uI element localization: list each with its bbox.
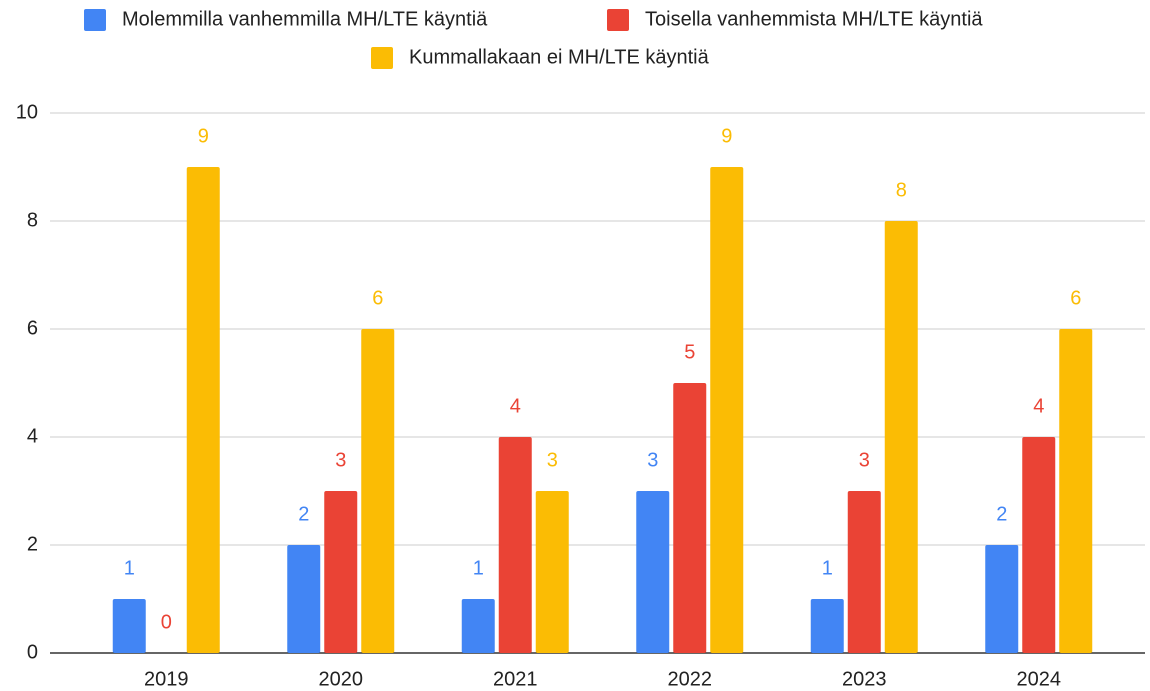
bar [985, 545, 1019, 653]
value-label: 6 [1070, 287, 1081, 309]
bar [112, 599, 146, 653]
x-tick-label: 2024 [1017, 668, 1062, 690]
x-tick-label: 2020 [319, 668, 364, 690]
value-label: 9 [198, 125, 209, 147]
legend-swatch [371, 47, 393, 69]
x-tick-label: 2021 [493, 668, 538, 690]
bar [498, 437, 532, 653]
value-label: 4 [510, 395, 521, 417]
x-tick-label: 2022 [668, 668, 713, 690]
x-tick-label: 2019 [144, 668, 189, 690]
bar [710, 167, 744, 653]
bar [1059, 329, 1093, 653]
value-label: 3 [547, 449, 558, 471]
bar [361, 329, 395, 653]
value-label: 6 [372, 287, 383, 309]
bar [324, 491, 358, 653]
bar [1022, 437, 1056, 653]
bar [461, 599, 495, 653]
y-tick-label: 4 [27, 425, 38, 447]
value-label: 4 [1033, 395, 1044, 417]
y-tick-label: 2 [27, 533, 38, 555]
y-tick-label: 10 [16, 101, 38, 123]
y-tick-label: 6 [27, 317, 38, 339]
value-label: 2 [298, 503, 309, 525]
bar [673, 383, 707, 653]
value-label: 1 [124, 557, 135, 579]
value-label: 9 [721, 125, 732, 147]
legend-label: Molemmilla vanhemmilla MH/LTE käyntiä [122, 8, 488, 30]
value-label: 1 [473, 557, 484, 579]
value-label: 2 [996, 503, 1007, 525]
legend-swatch [607, 9, 629, 31]
value-label: 1 [822, 557, 833, 579]
bar [535, 491, 569, 653]
x-tick-label: 2023 [842, 668, 887, 690]
value-label: 3 [859, 449, 870, 471]
y-tick-label: 8 [27, 209, 38, 231]
bar [847, 491, 881, 653]
y-tick-label: 0 [27, 641, 38, 663]
legend-swatch [84, 9, 106, 31]
bar [636, 491, 670, 653]
bar [186, 167, 220, 653]
value-label: 3 [335, 449, 346, 471]
value-label: 5 [684, 341, 695, 363]
legend-label: Kummallakaan ei MH/LTE käyntiä [409, 46, 710, 68]
value-label: 3 [647, 449, 658, 471]
bar [287, 545, 321, 653]
bar [884, 221, 918, 653]
value-label: 0 [161, 611, 172, 633]
legend-label: Toisella vanhemmista MH/LTE käyntiä [645, 8, 983, 30]
value-label: 8 [896, 179, 907, 201]
bar [810, 599, 844, 653]
